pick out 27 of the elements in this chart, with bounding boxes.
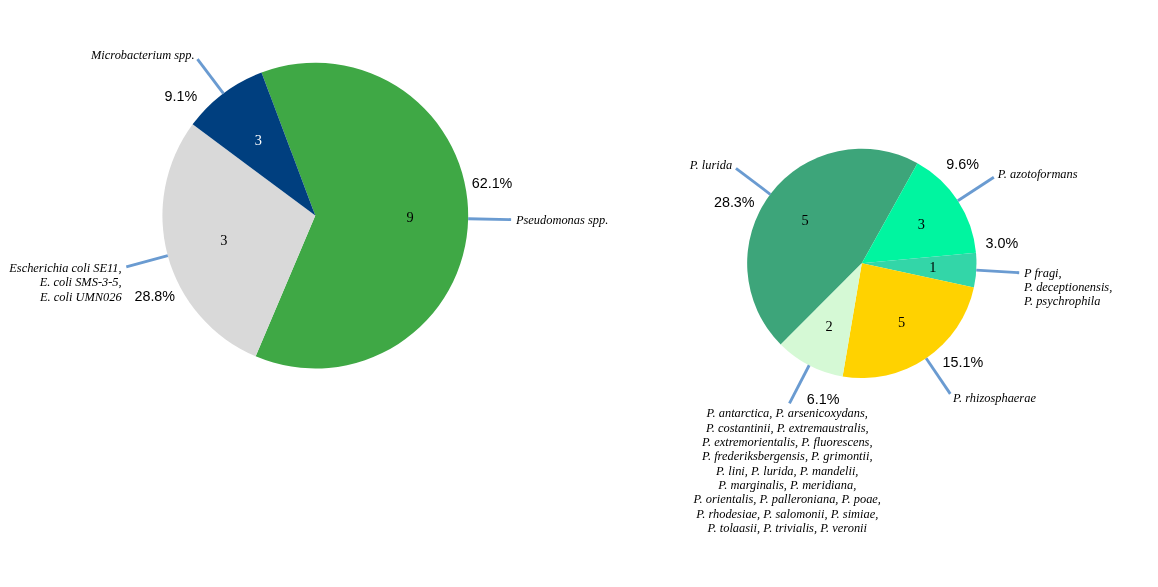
data-label: 3.0%: [985, 235, 1019, 252]
text: 2: [825, 318, 833, 335]
text: 3: [220, 232, 228, 249]
pie-slice: [861, 252, 977, 288]
text: 9: [406, 209, 414, 226]
slice-label: P fragi, P. deceptionensis, P. psychrophila: [1022, 265, 1113, 309]
data-label: 9.6%: [946, 155, 980, 172]
data-label: 6.1%: [806, 391, 840, 408]
text: 3: [917, 216, 925, 233]
text: 3: [254, 131, 262, 148]
text: 5: [898, 313, 906, 330]
pie-slice: [255, 62, 469, 369]
data-label: 9.1%: [164, 88, 198, 105]
text: 1: [929, 259, 937, 276]
pie-slice: [780, 263, 862, 377]
data-label: 62.1%: [471, 175, 513, 192]
slice-label: P. lurida: [688, 158, 733, 173]
slice-label: Pseudomonas spp.: [514, 212, 609, 227]
data-label: 28.8%: [134, 287, 176, 304]
text: 5: [801, 212, 809, 229]
slice-label: P. rhizosphaerae: [951, 390, 1037, 405]
data-label: 28.3%: [713, 194, 755, 211]
slice-label: P. azotoformans: [996, 167, 1078, 182]
slice-label: Escherichia coli SE11, E. coli SMS-3-5, E. coli UMN026: [8, 261, 123, 304]
slice-label: Microbacterium spp.: [89, 48, 195, 63]
data-label: 15.1%: [942, 354, 984, 371]
category-label: P. antarctica, P. arsenicoxydans, P. costantinii, P. extremaustralis, P. extremorientalis, P. fluorescens, P. frederiksbergensis, P. grimontii, P. lini, P. lurida, P. mandelii, P. marginalis, P. meridiana, P. orientalis, P. palleroniana, P. poae, P. rhodesiae, P. salomonii, P. simiae, P. tolaasii, P. trivialis, P. veronii: [693, 406, 881, 535]
